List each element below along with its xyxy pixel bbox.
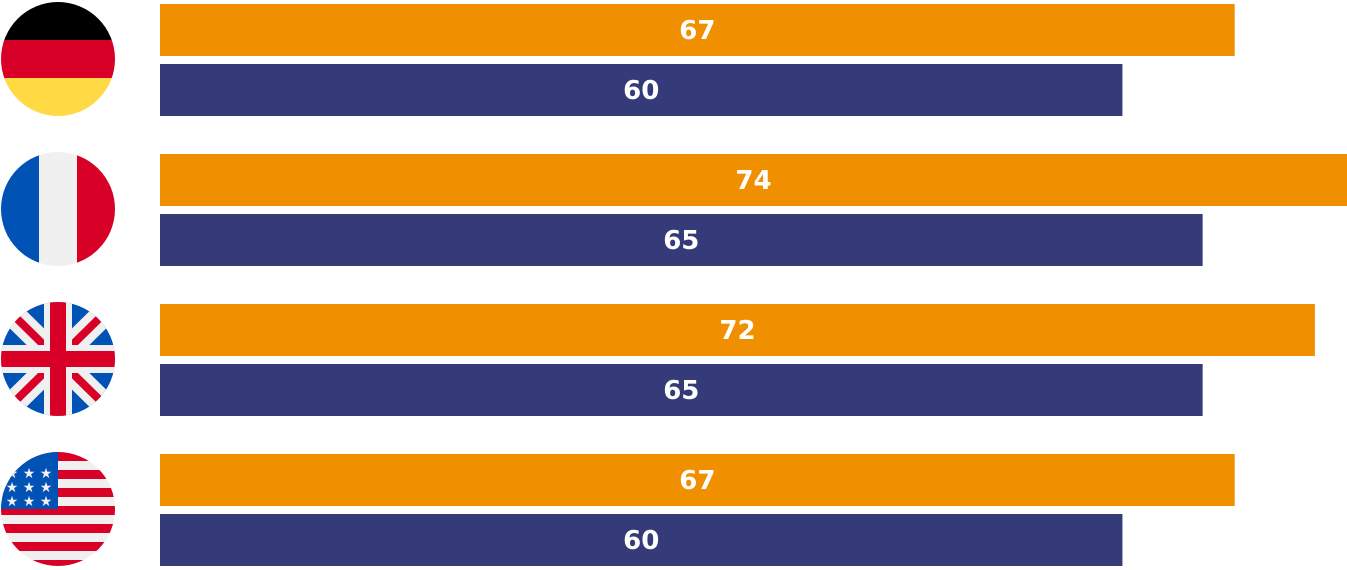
bar-value-label: 65 [663, 226, 699, 256]
svg-text:★ ★ ★: ★ ★ ★ [6, 494, 53, 510]
bar-value-label: 67 [679, 16, 715, 46]
bar-value-label: 67 [679, 466, 715, 496]
bar-value-label: 74 [735, 166, 771, 196]
germany-flag-icon [1, 2, 115, 116]
bar-germany-series-2 [160, 64, 1123, 116]
bar-germany-series-1 [160, 4, 1235, 56]
bar-value-label: 60 [623, 76, 659, 106]
bar-france-series-1 [160, 154, 1347, 206]
uk-flag-icon [1, 302, 115, 416]
bar-united-kingdom-series-2 [160, 364, 1203, 416]
bar-value-label: 72 [719, 316, 755, 346]
bar-value-label: 60 [623, 526, 659, 556]
france-flag-icon [1, 152, 115, 266]
usa-flag-icon: ★ ★ ★ ★ ★ ★ ★ ★ ★ [1, 452, 115, 566]
bar-value-label: 65 [663, 376, 699, 406]
svg-text:★ ★ ★: ★ ★ ★ [6, 466, 53, 482]
svg-text:★ ★ ★: ★ ★ ★ [6, 480, 53, 496]
bar-united-states-series-2 [160, 514, 1123, 566]
bar-united-kingdom-series-1 [160, 304, 1315, 356]
bar-united-states-series-1 [160, 454, 1235, 506]
bars-group: 67 60 74 65 72 65 67 60 [160, 4, 1347, 566]
bar-france-series-2 [160, 214, 1203, 266]
